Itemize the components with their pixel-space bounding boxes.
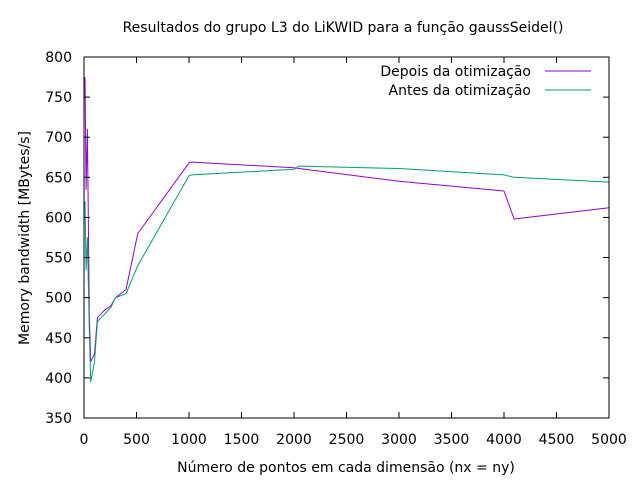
y-tick-label: 350 bbox=[45, 411, 72, 427]
y-axis-label: Memory bandwidth [MBytes/s] bbox=[17, 131, 33, 345]
y-tick-label: 400 bbox=[45, 371, 72, 387]
x-tick-label: 3000 bbox=[381, 432, 417, 448]
x-tick-label: 0 bbox=[80, 432, 89, 448]
x-tick-label: 4000 bbox=[486, 432, 522, 448]
legend-label-2: Antes da otimização bbox=[389, 83, 531, 99]
x-axis: 0 500 1000 1500 2000 2500 3000 3500 4000 4500 5000 bbox=[80, 57, 627, 448]
x-tick-label: 1500 bbox=[224, 432, 260, 448]
y-tick-label: 700 bbox=[45, 130, 72, 146]
x-tick-label: 3500 bbox=[434, 432, 470, 448]
x-tick-label: 1000 bbox=[171, 432, 207, 448]
legend: Depois da otimização Antes da otimização bbox=[380, 64, 591, 99]
y-tick-label: 600 bbox=[45, 210, 72, 226]
y-tick-label: 650 bbox=[45, 170, 72, 186]
y-tick-label: 800 bbox=[45, 50, 72, 66]
series-line-2 bbox=[84, 165, 610, 383]
x-tick-label: 2000 bbox=[276, 432, 312, 448]
legend-label-1: Depois da otimização bbox=[380, 64, 531, 80]
y-tick-label: 550 bbox=[45, 251, 72, 267]
y-tick-label: 450 bbox=[45, 331, 72, 347]
x-tick-label: 4500 bbox=[539, 432, 575, 448]
y-tick-label: 500 bbox=[45, 291, 72, 307]
x-tick-label: 2500 bbox=[329, 432, 365, 448]
x-tick-label: 5000 bbox=[591, 432, 627, 448]
plot-border bbox=[83, 56, 610, 419]
chart-title: Resultados do grupo L3 do LiKWID para a … bbox=[123, 20, 564, 36]
x-axis-label: Número de pontos em cada dimensão (nx = … bbox=[177, 460, 515, 476]
x-tick-label: 500 bbox=[123, 432, 150, 448]
y-axis: 350 400 450 500 550 600 650 700 750 800 bbox=[45, 50, 609, 427]
y-tick-label: 750 bbox=[45, 90, 72, 106]
plot-area bbox=[84, 77, 610, 383]
